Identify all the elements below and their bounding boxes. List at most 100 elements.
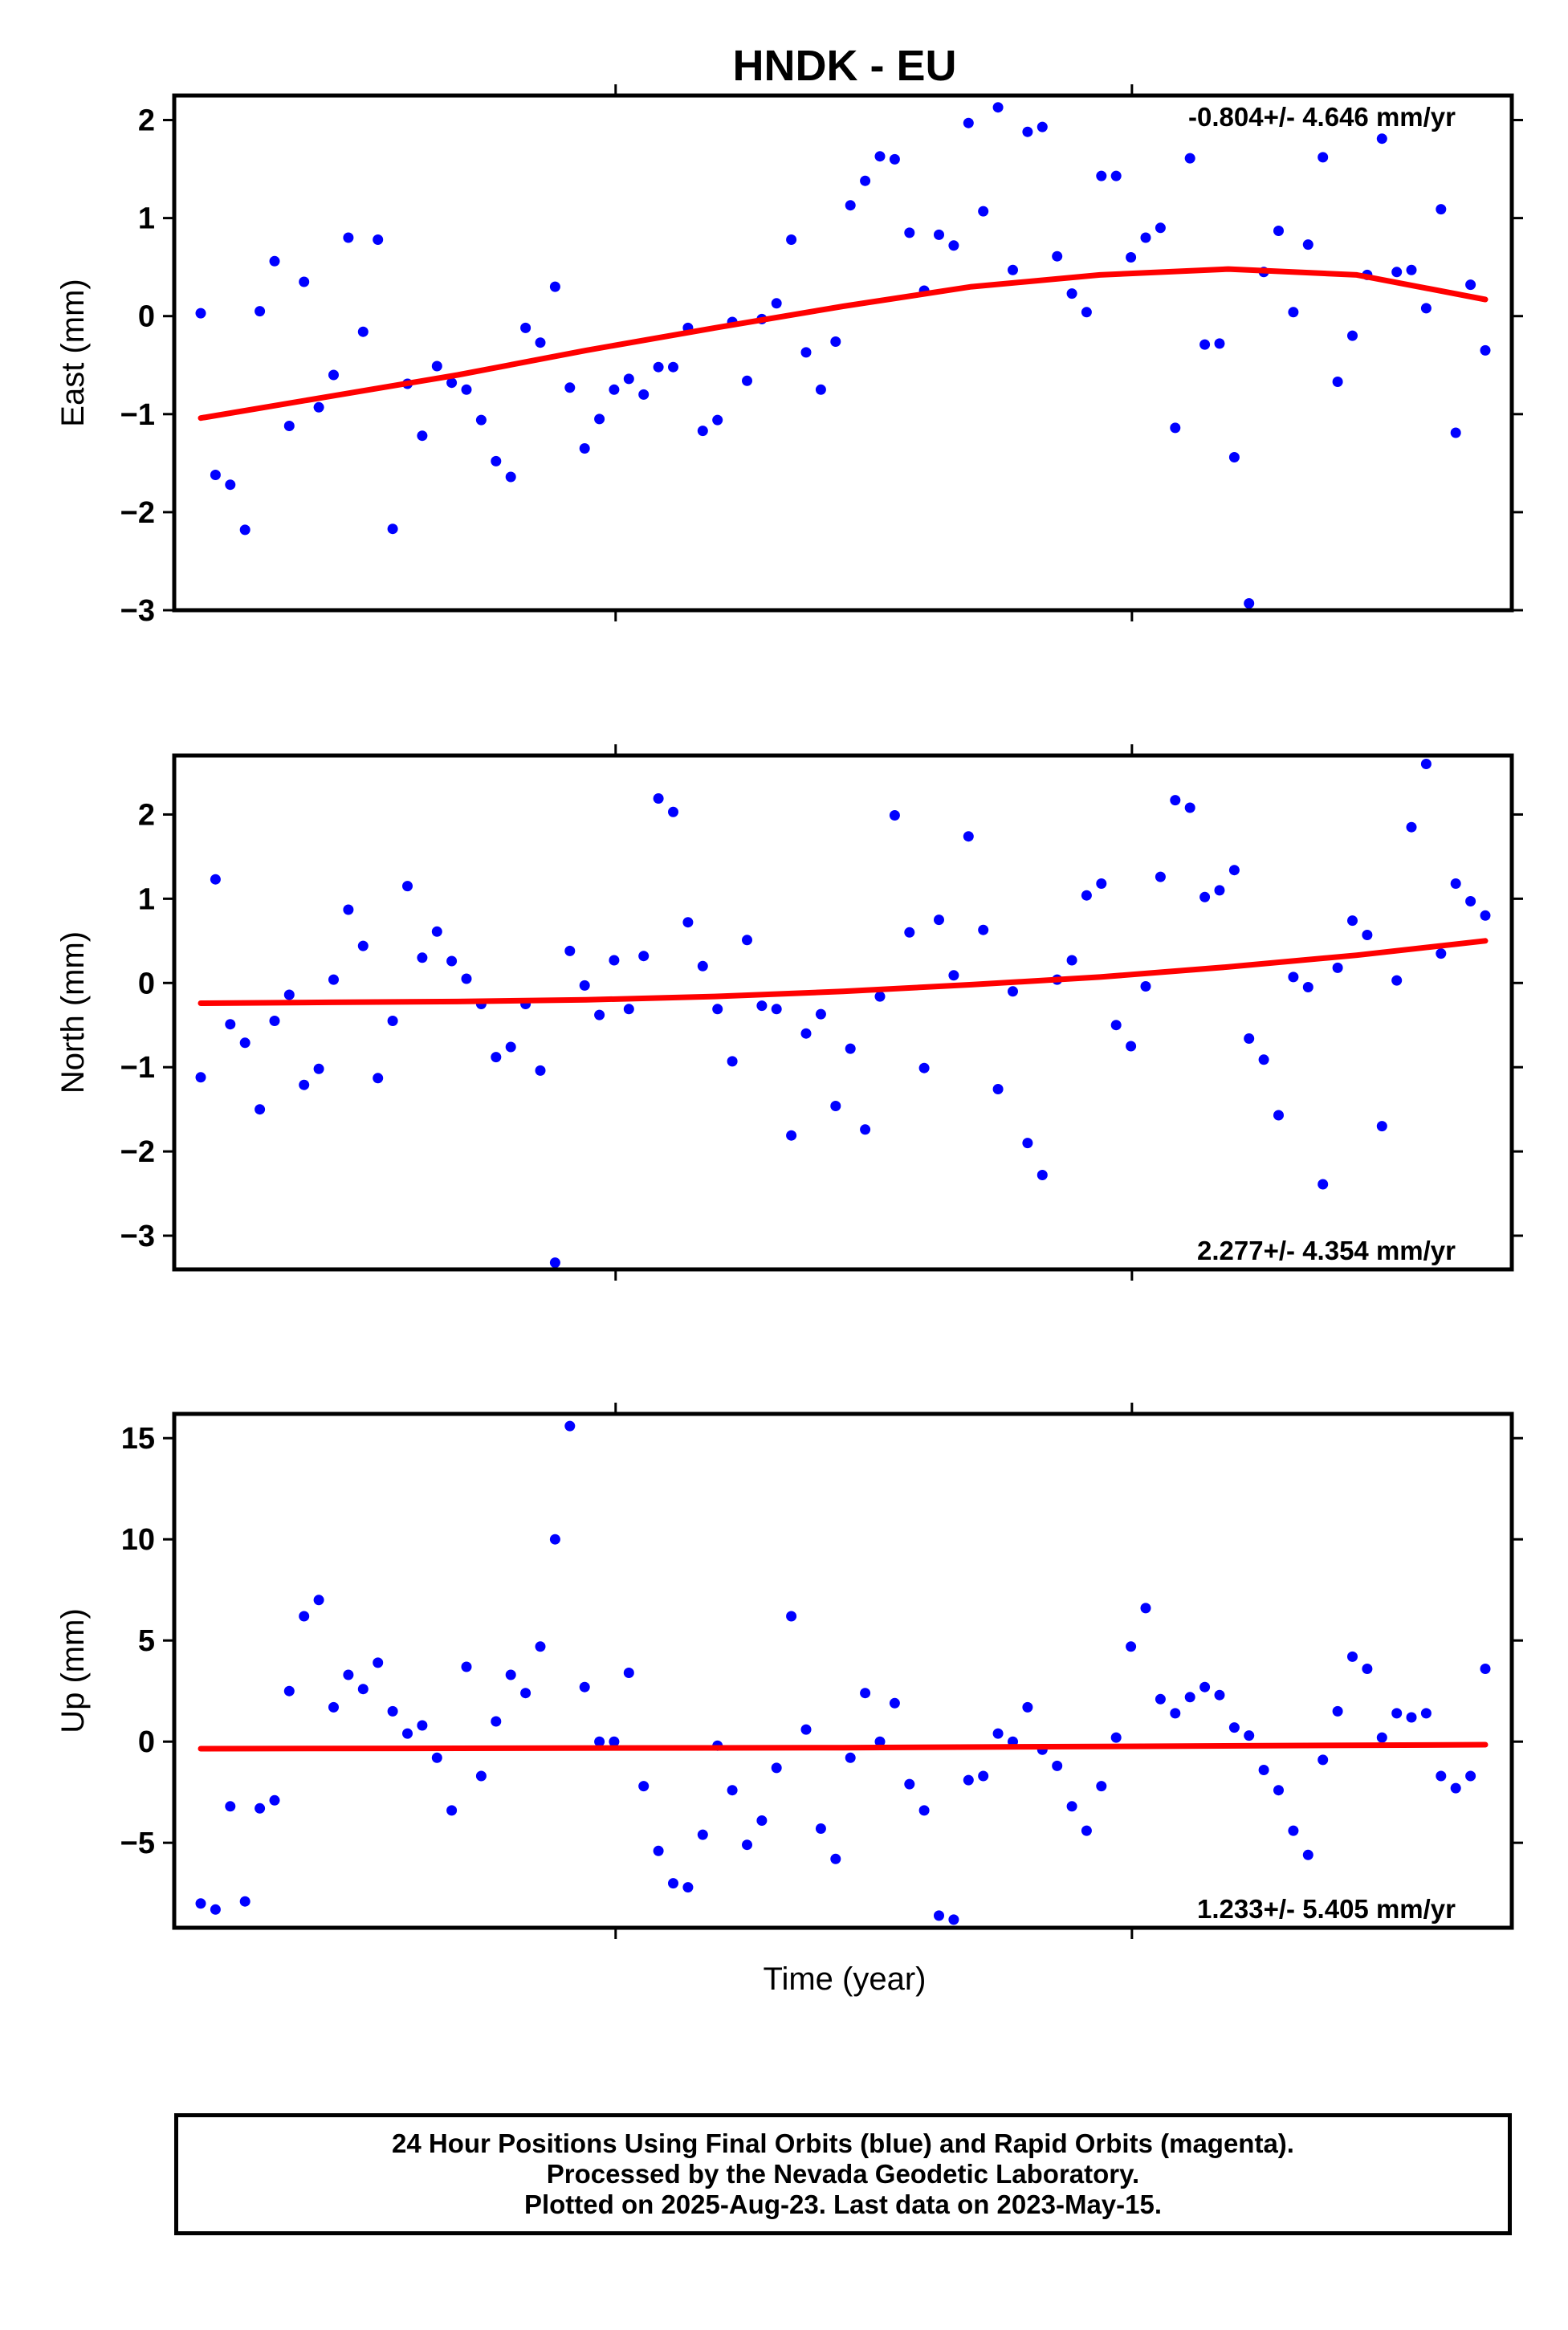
data-point xyxy=(1140,232,1151,243)
data-point xyxy=(1302,1849,1313,1860)
data-point xyxy=(682,1882,694,1893)
data-point xyxy=(992,1728,1004,1739)
data-point xyxy=(1170,795,1181,806)
data-point xyxy=(904,927,915,938)
data-point xyxy=(1347,330,1358,341)
y-axis-label: East (mm) xyxy=(55,279,91,426)
data-point xyxy=(594,1736,605,1747)
data-point xyxy=(269,1794,280,1806)
data-point xyxy=(904,1778,915,1790)
data-point xyxy=(978,924,989,935)
data-point xyxy=(431,360,442,372)
data-point xyxy=(387,523,398,535)
trend-line xyxy=(198,266,1489,422)
data-point xyxy=(505,471,516,483)
data-point xyxy=(1332,962,1343,973)
data-point xyxy=(860,175,871,186)
data-point xyxy=(1140,1603,1151,1614)
data-point xyxy=(387,1016,398,1026)
data-point xyxy=(800,1724,812,1735)
data-point xyxy=(1318,1754,1329,1766)
data-point xyxy=(1228,452,1240,462)
data-point xyxy=(1155,871,1166,882)
data-point xyxy=(239,1037,250,1049)
panel-2: 2 1 0 −1 −2 −3 North (mm) 2.277+/- 4.354 mm/yr xyxy=(55,744,1523,1281)
y-tick-label: 0 xyxy=(138,1725,155,1759)
data-point xyxy=(1140,981,1151,992)
data-point xyxy=(815,384,826,395)
data-point xyxy=(756,1815,768,1826)
data-point xyxy=(1258,1054,1269,1065)
data-point xyxy=(373,1657,384,1668)
data-point xyxy=(1273,1110,1284,1121)
rate-label: -0.804+/- 4.646 mm/yr xyxy=(1188,102,1456,132)
y-tick-label: −5 xyxy=(120,1827,155,1860)
data-point xyxy=(1258,1765,1269,1775)
data-point xyxy=(1228,1722,1240,1733)
data-point xyxy=(712,414,723,426)
data-point xyxy=(860,1688,871,1699)
data-point xyxy=(1244,1033,1255,1044)
data-point xyxy=(283,421,295,431)
data-point xyxy=(771,1762,782,1774)
data-point xyxy=(1362,1664,1373,1674)
data-point xyxy=(918,1805,930,1816)
data-point xyxy=(461,973,472,984)
data-point xyxy=(845,1752,856,1763)
data-point xyxy=(786,1130,797,1141)
data-point xyxy=(594,413,605,425)
data-point xyxy=(357,1684,369,1695)
data-point xyxy=(800,1028,812,1039)
data-points xyxy=(195,759,1491,1269)
data-point xyxy=(1066,288,1077,299)
data-point xyxy=(1406,264,1417,275)
data-point xyxy=(653,793,664,804)
data-point xyxy=(742,935,752,946)
data-point xyxy=(564,1420,576,1432)
data-point xyxy=(255,1104,266,1115)
data-point xyxy=(446,377,458,389)
data-point xyxy=(520,1688,531,1699)
data-point xyxy=(1288,972,1299,983)
data-point xyxy=(800,347,812,358)
data-point xyxy=(1008,264,1018,275)
data-point xyxy=(1347,1651,1358,1662)
data-point xyxy=(491,1052,502,1063)
data-point xyxy=(934,229,944,240)
data-point xyxy=(1347,915,1358,927)
data-point xyxy=(357,940,369,951)
y-tick-label: −1 xyxy=(120,398,155,432)
data-point xyxy=(505,1041,516,1053)
y-tick-label: −2 xyxy=(120,1135,155,1169)
data-point xyxy=(1126,1041,1137,1052)
data-point xyxy=(313,1063,324,1074)
data-point xyxy=(461,1661,472,1672)
data-point xyxy=(1436,1770,1447,1782)
data-point xyxy=(609,384,620,395)
data-point xyxy=(505,1669,516,1680)
data-point xyxy=(373,234,384,245)
data-point xyxy=(1332,377,1343,387)
y-tick-label: 2 xyxy=(138,104,155,138)
data-point xyxy=(1214,1689,1225,1701)
data-point xyxy=(1037,1170,1048,1180)
data-point xyxy=(978,206,989,217)
data-point xyxy=(815,1823,826,1834)
data-point xyxy=(210,470,221,480)
rate-label: 2.277+/- 4.354 mm/yr xyxy=(1197,1236,1456,1265)
data-point xyxy=(1332,1705,1343,1717)
data-point xyxy=(830,1101,841,1111)
data-point xyxy=(1199,1681,1211,1693)
data-point xyxy=(579,443,590,454)
data-point xyxy=(963,1774,974,1786)
data-point xyxy=(225,1019,236,1030)
data-point xyxy=(564,945,576,956)
data-point xyxy=(387,1705,398,1717)
data-point xyxy=(1022,126,1033,137)
data-point xyxy=(1288,1825,1299,1836)
data-point xyxy=(815,1008,826,1020)
data-point xyxy=(461,384,472,395)
data-point xyxy=(535,337,546,348)
data-point xyxy=(1480,344,1491,356)
